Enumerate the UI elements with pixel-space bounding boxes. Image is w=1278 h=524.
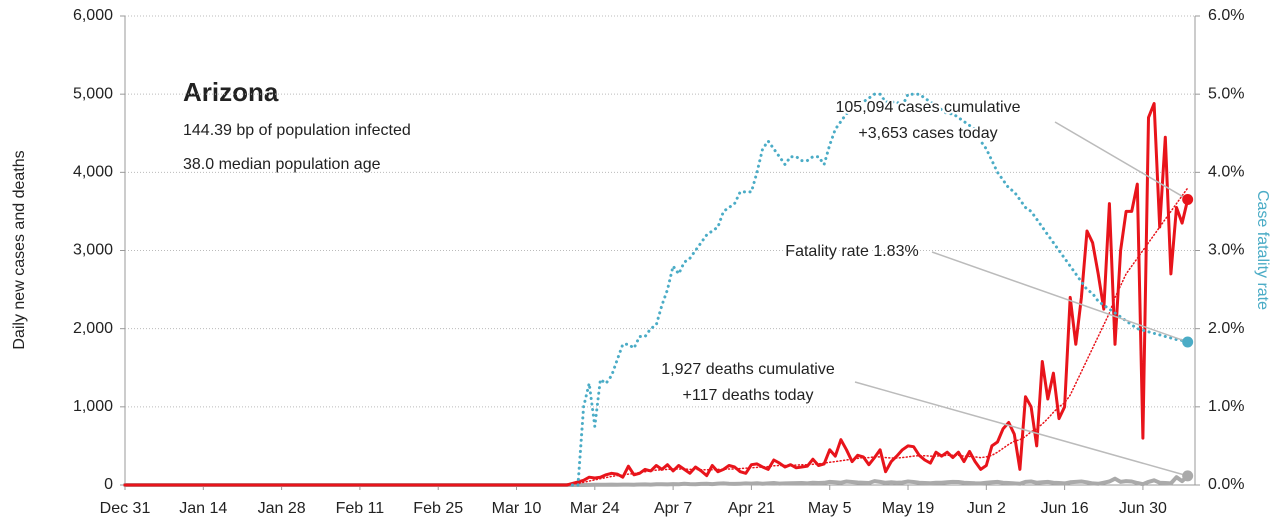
x-tick-label: Mar 10 [492,500,542,517]
end-marker [1182,336,1194,348]
x-tick-label: May 5 [808,500,852,517]
chart-title: Arizona [183,77,279,107]
y-tick-label: 6,000 [73,7,113,24]
leader-line [1054,121,1189,201]
x-tick-label: Mar 24 [570,500,620,517]
x-tick-label: Jan 14 [179,500,227,517]
y-tick-label: 3,000 [73,242,113,259]
y2-tick-label: 4.0% [1208,164,1244,181]
x-tick-label: Feb 11 [336,500,385,517]
x-tick-label: Jun 2 [967,500,1006,517]
annotation: +3,653 cases today [858,125,997,142]
x-tick-label: Jun 16 [1041,500,1089,517]
y-tick-label: 2,000 [73,320,113,337]
y2-tick-label: 3.0% [1208,242,1244,259]
subtitle: 38.0 median population age [183,156,381,173]
x-tick-label: May 19 [882,500,935,517]
end-marker [1182,470,1194,482]
x-tick-label: Jan 28 [258,500,306,517]
y-tick-label: 0 [104,476,113,493]
x-tick-label: Dec 31 [100,500,151,517]
x-tick-label: Apr 7 [654,500,692,517]
end-marker [1182,193,1194,205]
y2-axis-title: Case fatality rate [1254,190,1271,310]
leader-line [854,381,1188,477]
annotation: 1,927 deaths cumulative [661,361,835,378]
y2-tick-label: 0.0% [1208,476,1244,493]
annotation: +117 deaths today [683,387,814,404]
leader-line [931,251,1188,343]
y2-tick-label: 5.0% [1208,85,1244,102]
x-tick-label: Apr 21 [728,500,775,517]
y-tick-label: 5,000 [73,85,113,102]
series-line [571,187,1189,485]
annotation: Fatality rate 1.83% [785,243,918,260]
y2-tick-label: 1.0% [1208,398,1244,415]
y2-tick-label: 2.0% [1208,320,1244,337]
y-tick-label: 4,000 [73,164,113,181]
y-axis-title: Daily new cases and deaths [11,150,28,349]
x-tick-label: Jun 30 [1119,500,1167,517]
y2-tick-label: 6.0% [1208,7,1244,24]
annotation: 105,094 cases cumulative [836,99,1021,116]
y-tick-label: 1,000 [73,398,113,415]
x-tick-label: Feb 25 [413,500,463,517]
subtitle: 144.39 bp of population infected [183,122,411,139]
series-line [570,92,1190,487]
